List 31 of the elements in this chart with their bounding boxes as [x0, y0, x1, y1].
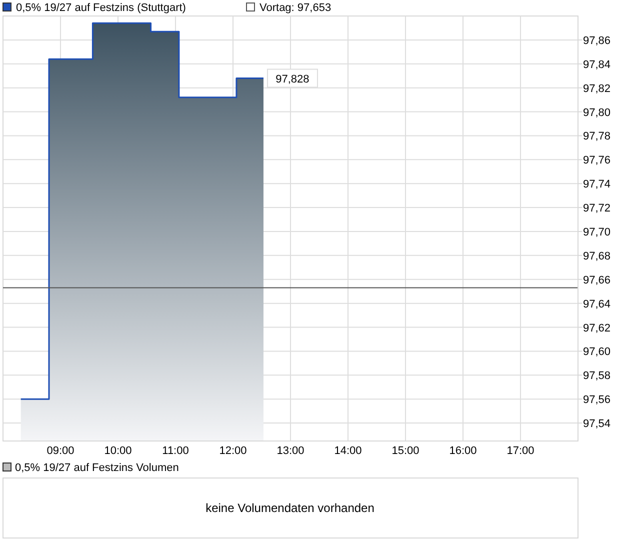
y-tick-label: 97,62 [583, 322, 611, 334]
y-tick-label: 97,76 [583, 154, 611, 167]
y-tick-label: 97,56 [583, 394, 611, 406]
x-tick-label: 09:00 [46, 445, 74, 457]
y-tick-label: 97,68 [583, 250, 611, 262]
y-tick-label: 97,66 [583, 274, 611, 286]
y-tick-label: 97,64 [583, 298, 611, 310]
y-tick-label: 97,80 [583, 106, 611, 119]
y-tick-label: 97,84 [583, 58, 611, 71]
y-tick-label: 97,72 [583, 202, 611, 215]
y-tick-label: 97,86 [583, 34, 611, 47]
y-tick-label: 97,74 [583, 178, 611, 191]
text: keine Volumendaten vorhanden [206, 501, 374, 515]
x-tick-label: 17:00 [506, 445, 534, 457]
y-tick-label: 97,54 [583, 418, 611, 430]
x-tick-label: 15:00 [392, 445, 420, 457]
y-tick-label: 97,58 [583, 370, 611, 382]
legend-label: Vortag: 97,653 [260, 2, 332, 14]
x-tick-label: 10:00 [104, 445, 132, 457]
x-tick-label: 14:00 [334, 445, 362, 457]
y-tick-label: 97,78 [583, 130, 611, 143]
annotation: 97,828 [276, 73, 310, 86]
legend-label: 0,5% 19/27 auf Festzins (Stuttgart) [16, 2, 186, 14]
y-tick-label: 97,82 [583, 82, 611, 95]
text: 0,5% 19/27 auf Festzins Volumen [15, 462, 179, 474]
x-tick-label: 16:00 [449, 445, 477, 457]
y-tick-label: 97,70 [583, 226, 611, 238]
x-tick-label: 13:00 [276, 445, 304, 457]
y-tick-label: 97,60 [583, 346, 611, 358]
x-tick-label: 12:00 [219, 445, 247, 457]
x-tick-label: 11:00 [162, 445, 189, 457]
